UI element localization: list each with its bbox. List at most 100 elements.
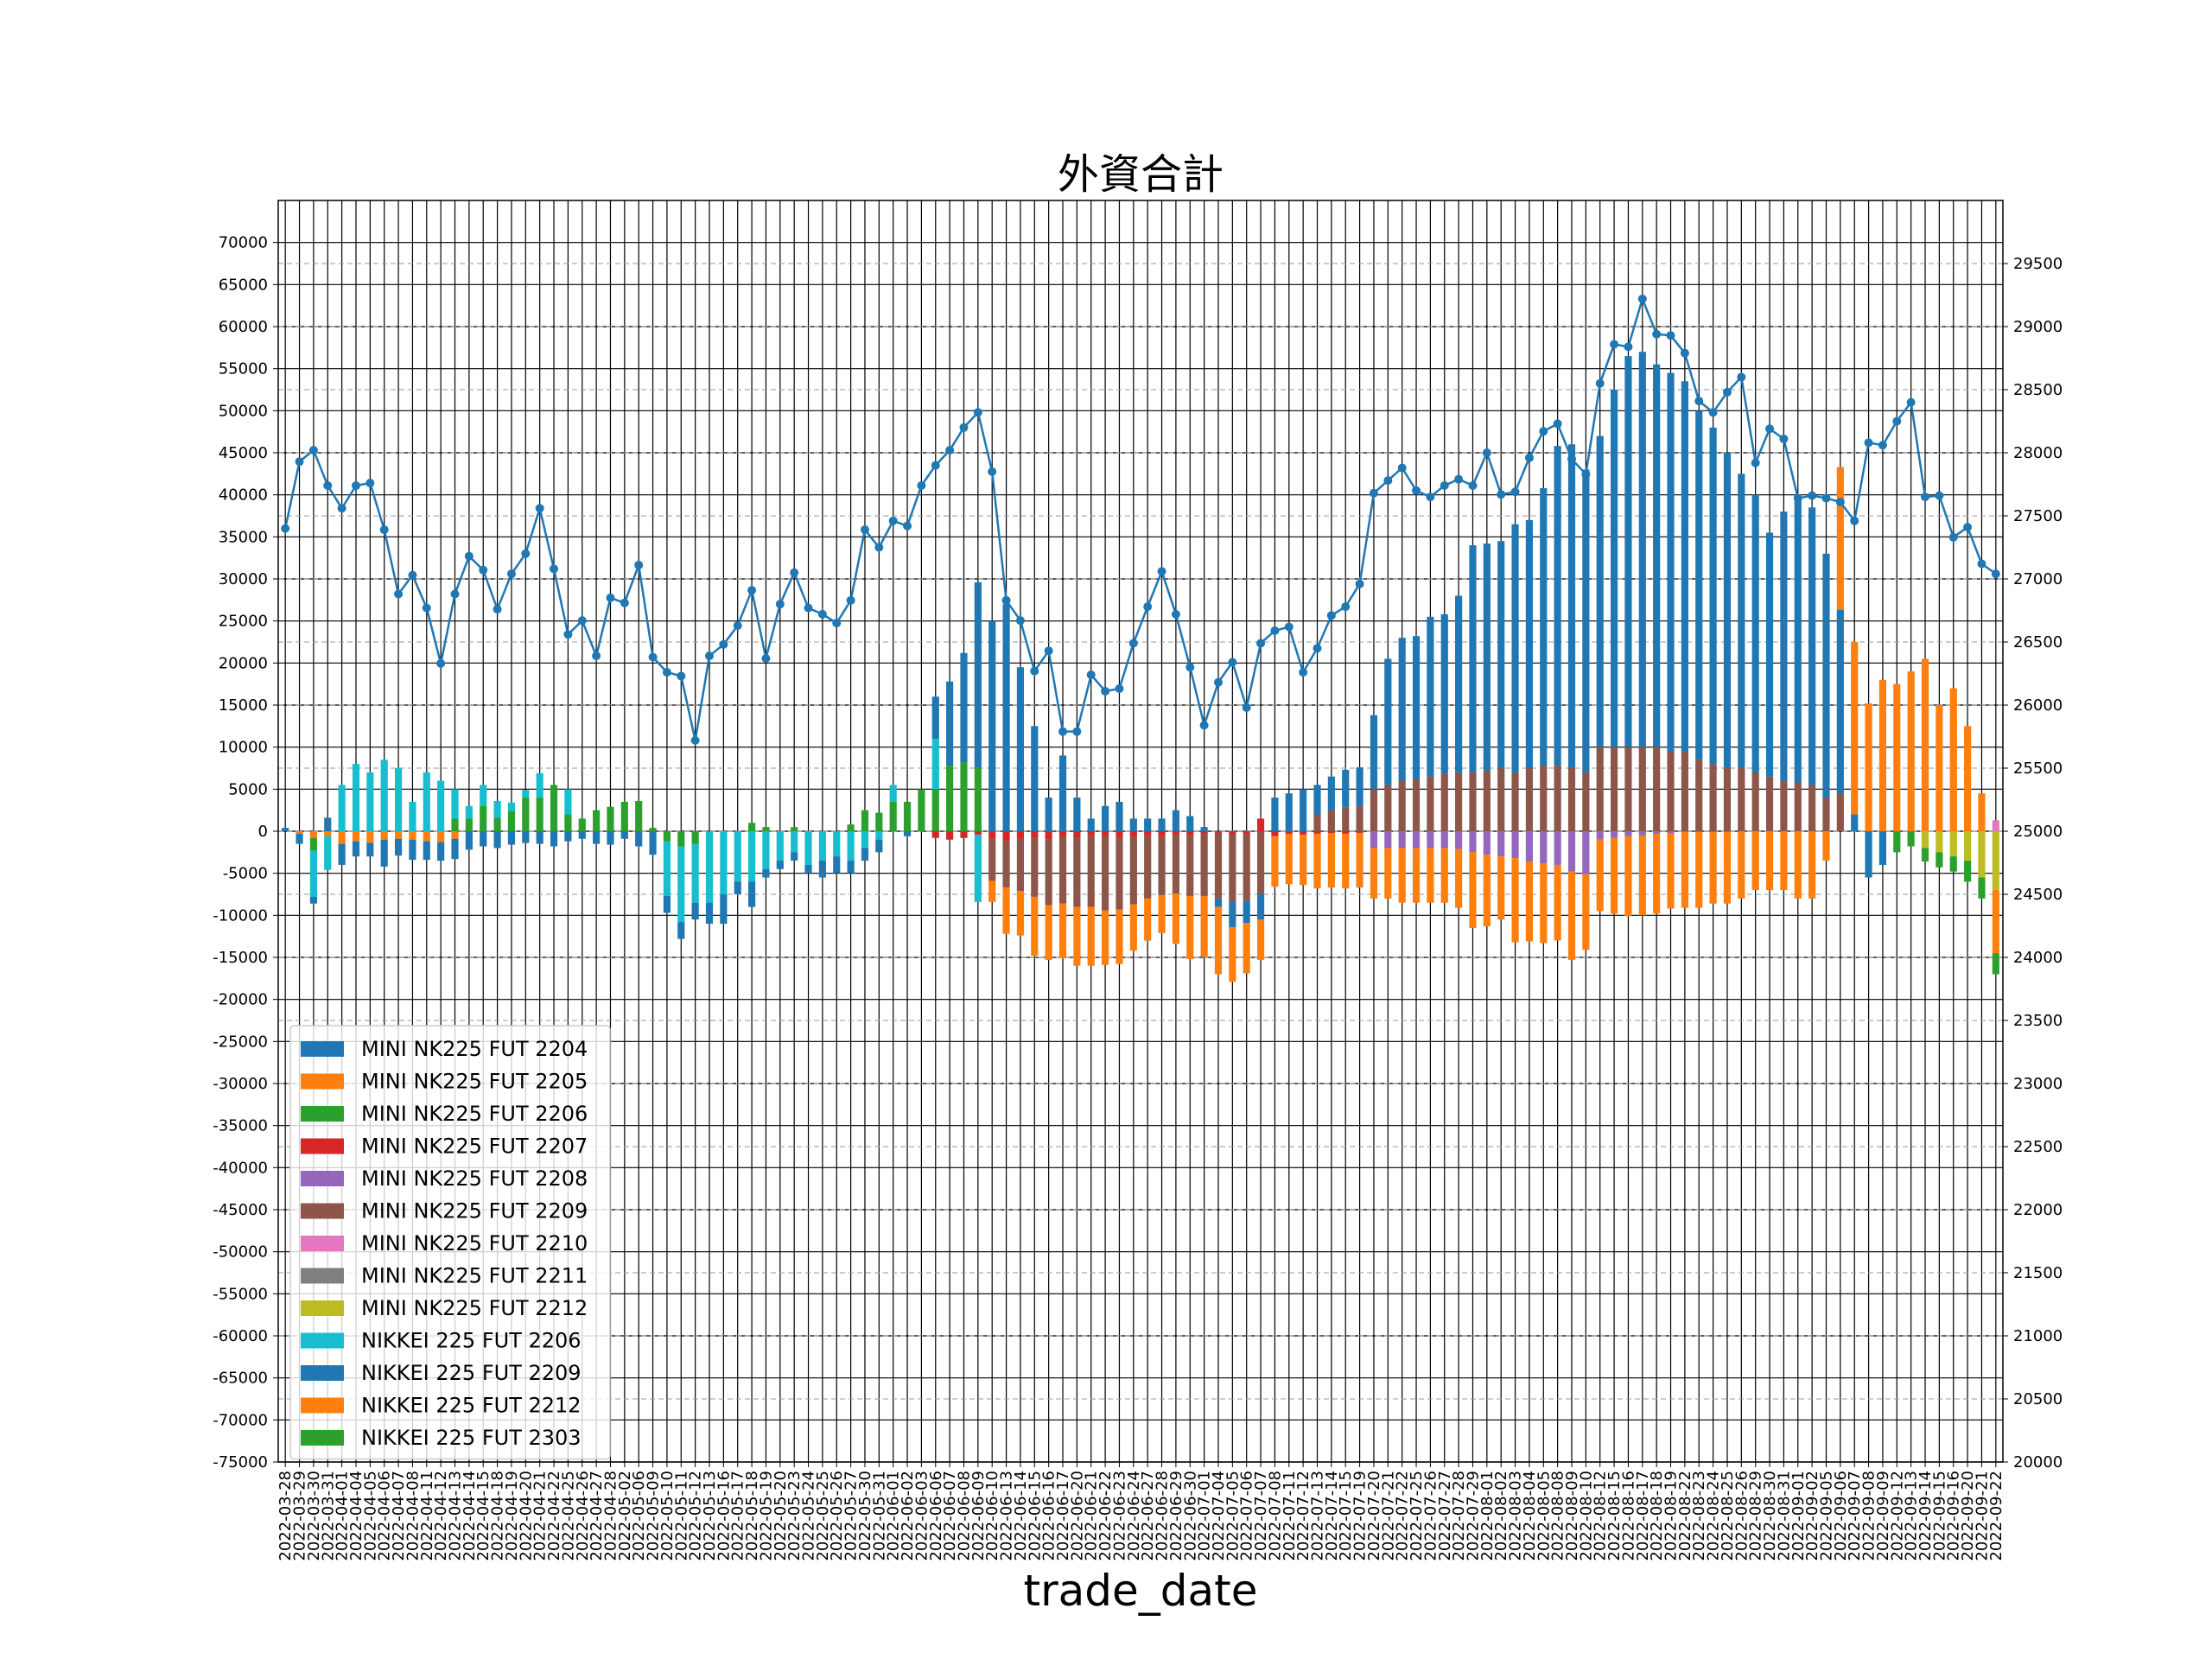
price-point: [1383, 476, 1393, 486]
legend-label: NIKKEI 225 FUT 2206: [361, 1329, 582, 1353]
y2-tick-label: 28000: [2013, 444, 2063, 462]
price-point: [1454, 474, 1464, 484]
bar: [1567, 444, 1576, 768]
y2-tick-label: 22500: [2013, 1138, 2063, 1156]
bar: [1865, 703, 1872, 831]
bar: [1596, 747, 1604, 831]
bar: [1427, 776, 1434, 831]
bar: [1822, 798, 1830, 831]
bar: [875, 812, 883, 831]
bar: [1738, 768, 1745, 831]
x-tick-label: 2022-07-19: [1351, 1471, 1370, 1561]
x-tick-label: 2022-08-17: [1634, 1471, 1652, 1561]
y2-tick-label: 26000: [2013, 696, 2063, 715]
x-tick-label: 2022-08-26: [1732, 1471, 1751, 1561]
bar: [1723, 831, 1732, 904]
y-tick-label: -60000: [213, 1327, 268, 1345]
price-point: [1058, 727, 1068, 736]
bar: [1836, 467, 1844, 611]
bar: [394, 768, 403, 831]
bar: [1214, 831, 1223, 833]
bar: [1582, 831, 1590, 874]
x-tick-label: 2022-08-10: [1577, 1471, 1595, 1561]
bar: [1073, 798, 1081, 831]
bar: [1087, 818, 1095, 831]
x-tick-label: 2022-05-26: [828, 1471, 846, 1561]
bar: [1427, 848, 1434, 903]
bar: [409, 801, 416, 831]
bar: [1313, 785, 1321, 815]
price-point: [379, 525, 389, 535]
bar: [536, 772, 543, 798]
price-point: [1143, 602, 1153, 612]
price-point: [1680, 348, 1689, 358]
price-point: [563, 630, 573, 639]
y-tick-label: 70000: [219, 234, 268, 252]
bar: [1667, 751, 1675, 831]
y-tick-label: 0: [258, 823, 268, 841]
bar: [1144, 835, 1152, 899]
y-tick-label: 30000: [219, 570, 268, 588]
bar: [1921, 658, 1929, 831]
bar: [1214, 906, 1223, 975]
bar: [536, 831, 543, 844]
price-point: [903, 521, 912, 531]
x-tick-label: 2022-09-14: [1916, 1471, 1935, 1561]
x-tick-label: 2022-08-09: [1563, 1471, 1581, 1561]
x-tick-label: 2022-05-17: [729, 1471, 747, 1561]
bar: [437, 780, 445, 831]
price-point: [1284, 622, 1294, 632]
bar: [507, 810, 516, 831]
x-tick-label: 2022-08-30: [1761, 1471, 1779, 1561]
bar: [451, 838, 459, 860]
x-tick-label: 2022-09-15: [1930, 1471, 1948, 1561]
bar: [1087, 906, 1095, 966]
bar: [974, 767, 982, 831]
bar: [1398, 780, 1406, 831]
bar: [1653, 364, 1661, 747]
legend-label: MINI NK225 FUT 2204: [361, 1037, 588, 1061]
bar: [352, 841, 360, 857]
bar: [1851, 814, 1859, 831]
price-point: [592, 652, 601, 661]
bar: [988, 838, 996, 881]
price-point: [1030, 666, 1039, 676]
bar: [1709, 831, 1717, 904]
bar: [1412, 848, 1421, 903]
price-point: [1624, 342, 1633, 352]
bar: [1058, 755, 1067, 831]
bar: [1540, 766, 1548, 831]
y-axis-left: 7000065000600005500050000450004000035000…: [213, 234, 278, 1471]
bar: [1045, 798, 1052, 831]
bar: [607, 806, 614, 831]
bar: [1681, 831, 1688, 832]
bar: [1300, 831, 1307, 835]
bar: [1907, 831, 1915, 847]
price-point: [1228, 658, 1237, 667]
bar: [1525, 861, 1534, 942]
x-tick-label: 2022-09-21: [1973, 1471, 1991, 1561]
bar: [1356, 832, 1363, 888]
bar: [1497, 541, 1505, 768]
bar: [1384, 848, 1392, 899]
x-tick-label: 2022-06-07: [941, 1471, 959, 1561]
x-tick-label: 2022-06-09: [969, 1471, 988, 1561]
price-point: [1185, 663, 1195, 672]
y-tick-label: 40000: [219, 486, 268, 505]
price-point: [506, 569, 516, 579]
bar: [423, 772, 430, 831]
bar: [394, 838, 403, 856]
bar: [903, 801, 912, 831]
bar: [1342, 833, 1350, 889]
price-point: [747, 586, 757, 595]
bar: [409, 839, 416, 861]
price-point: [1468, 480, 1478, 490]
bar: [1808, 507, 1816, 785]
bar: [1256, 831, 1265, 894]
bar: [1808, 831, 1816, 899]
bar: [988, 880, 996, 902]
bar: [309, 850, 317, 897]
bar: [1865, 831, 1872, 878]
bar: [1016, 831, 1025, 839]
bar: [1243, 833, 1250, 901]
